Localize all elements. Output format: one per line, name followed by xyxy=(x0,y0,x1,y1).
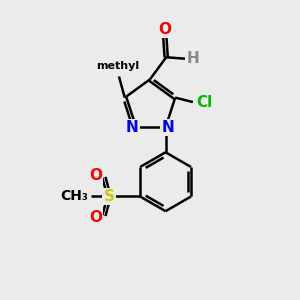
Text: H: H xyxy=(186,51,199,66)
Text: CH₃: CH₃ xyxy=(60,190,88,203)
Text: methyl: methyl xyxy=(96,61,139,71)
Text: O: O xyxy=(89,210,102,225)
Text: Cl: Cl xyxy=(196,94,213,110)
Text: N: N xyxy=(162,120,174,135)
Text: O: O xyxy=(158,22,171,37)
Text: N: N xyxy=(126,120,138,135)
Text: S: S xyxy=(104,189,115,204)
Text: O: O xyxy=(89,168,102,183)
